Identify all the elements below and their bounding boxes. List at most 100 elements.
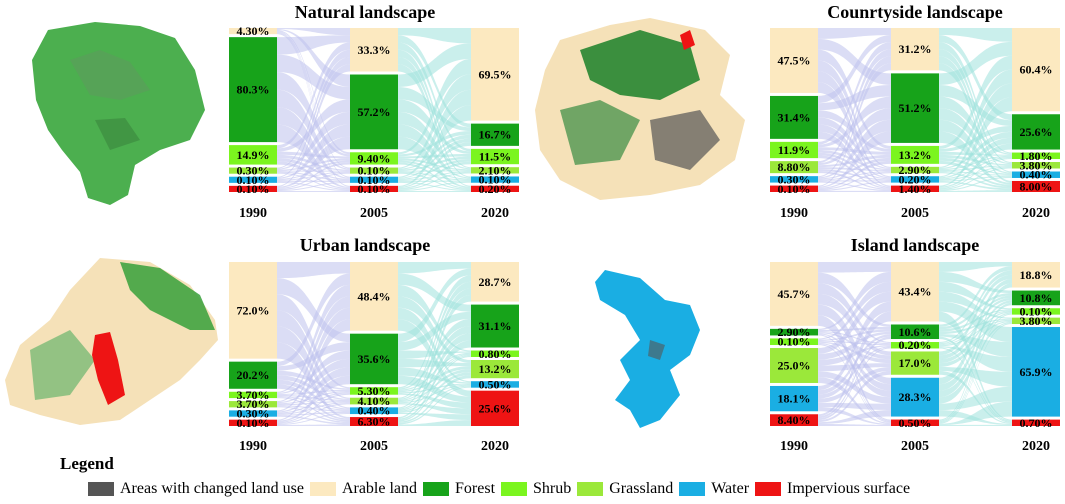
flow-band — [939, 336, 1012, 422]
flow-band — [818, 336, 891, 419]
flow-band — [939, 291, 1012, 319]
node-shrub-2020 — [1012, 152, 1060, 160]
node-label: 0.10% — [1020, 304, 1053, 318]
flow-band — [277, 397, 350, 422]
node-impervious-2005 — [891, 419, 939, 426]
year-label: 1990 — [239, 439, 267, 454]
flow-band — [277, 319, 350, 421]
flow-band — [939, 271, 1012, 294]
node-grassland-2020 — [471, 359, 519, 379]
node-grassland-1990 — [229, 401, 277, 408]
flow-band — [818, 342, 891, 398]
node-label: 0.10% — [358, 182, 391, 196]
node-grassland-1990 — [770, 161, 818, 174]
node-water-2020 — [471, 381, 519, 388]
flow-band — [818, 157, 891, 180]
flow-band — [398, 307, 471, 383]
flow-band — [277, 424, 350, 426]
legend-label: Water — [711, 480, 750, 497]
node-label: 48.4% — [358, 289, 391, 303]
node-label: 9.40% — [358, 151, 391, 165]
node-grassland-2005 — [891, 351, 939, 375]
flow-band — [818, 155, 891, 189]
flow-band — [277, 181, 350, 191]
flow-band — [939, 311, 1012, 364]
node-label: 1.40% — [899, 182, 932, 196]
flow-band — [939, 313, 1012, 423]
flow-band — [277, 370, 350, 390]
node-shrub-1990 — [770, 141, 818, 159]
node-water-2005 — [350, 407, 398, 415]
flow-band — [398, 131, 471, 157]
flow-band — [277, 367, 350, 413]
node-label: 31.2% — [899, 42, 932, 56]
node-shrub-2005 — [350, 387, 398, 395]
node-forest-2005 — [350, 333, 398, 385]
flow-band — [818, 96, 891, 148]
flow-band — [277, 124, 350, 179]
flow-band — [398, 58, 471, 155]
flow-band — [277, 136, 350, 188]
node-label: 18.1% — [778, 392, 811, 406]
flow-band — [818, 366, 891, 403]
node-label: 72.0% — [237, 303, 270, 317]
node-grassland-2020 — [1012, 162, 1060, 169]
chart-title: Urban landscape — [300, 235, 431, 255]
node-label: 13.2% — [479, 362, 512, 376]
sankey-urban-landscape: 72.0%20.2%3.70%3.70%0.30%0.10%199048.4%3… — [229, 235, 519, 454]
node-label: 4.10% — [358, 394, 391, 408]
legend-label: Areas with changed land use — [120, 480, 304, 497]
flow-band — [939, 176, 1012, 191]
node-label: 0.50% — [479, 377, 512, 391]
flow-band — [398, 326, 471, 400]
flow-band — [277, 111, 350, 170]
sankey-charts: 4.30%80.3%14.9%0.30%0.10%0.10%199033.3%5… — [229, 2, 1060, 454]
node-impervious-2020 — [471, 390, 519, 426]
year-label: 2005 — [360, 206, 388, 221]
legend-swatch — [423, 482, 450, 496]
year-label: 2005 — [360, 439, 388, 454]
node-shrub-1990 — [770, 338, 818, 346]
node-label: 14.9% — [237, 148, 270, 162]
flow-band — [818, 345, 891, 366]
node-shrub-2005 — [350, 152, 398, 165]
node-label: 0.20% — [899, 172, 932, 186]
flow-band — [398, 35, 471, 128]
node-arable-1990 — [770, 28, 818, 93]
flow-band — [939, 155, 1012, 171]
flow-band — [277, 375, 350, 422]
flow-band — [818, 377, 891, 424]
node-label: 0.80% — [479, 347, 512, 361]
flow-band — [818, 108, 891, 166]
flow-band — [277, 403, 350, 424]
node-grassland-2020 — [471, 167, 519, 174]
node-label: 69.5% — [479, 67, 512, 81]
flow-band — [277, 393, 350, 423]
flow-band — [398, 161, 471, 189]
year-label: 1990 — [780, 439, 808, 454]
flow-band — [818, 131, 891, 188]
node-label: 51.2% — [899, 101, 932, 115]
legend-swatch — [501, 482, 528, 496]
node-label: 0.10% — [358, 173, 391, 187]
legend-swatch — [88, 482, 114, 496]
flow-band — [939, 143, 1012, 188]
node-forest-2020 — [1012, 114, 1060, 150]
flow-band — [939, 266, 1012, 327]
flow-band — [398, 333, 471, 410]
legend-label: Forest — [455, 480, 496, 497]
flow-band — [939, 131, 1012, 169]
node-label: 28.3% — [899, 390, 932, 404]
node-label: 3.70% — [237, 388, 270, 402]
node-label: 28.7% — [479, 275, 512, 289]
flow-band — [398, 170, 471, 172]
flow-band — [818, 424, 891, 426]
flow-band — [398, 355, 471, 422]
flow-band — [818, 281, 891, 340]
flow-band — [939, 262, 1012, 272]
node-label: 0.10% — [358, 164, 391, 178]
map-countryside — [535, 18, 745, 200]
flow-band — [818, 110, 891, 152]
legend-label: Arable land — [341, 480, 418, 497]
